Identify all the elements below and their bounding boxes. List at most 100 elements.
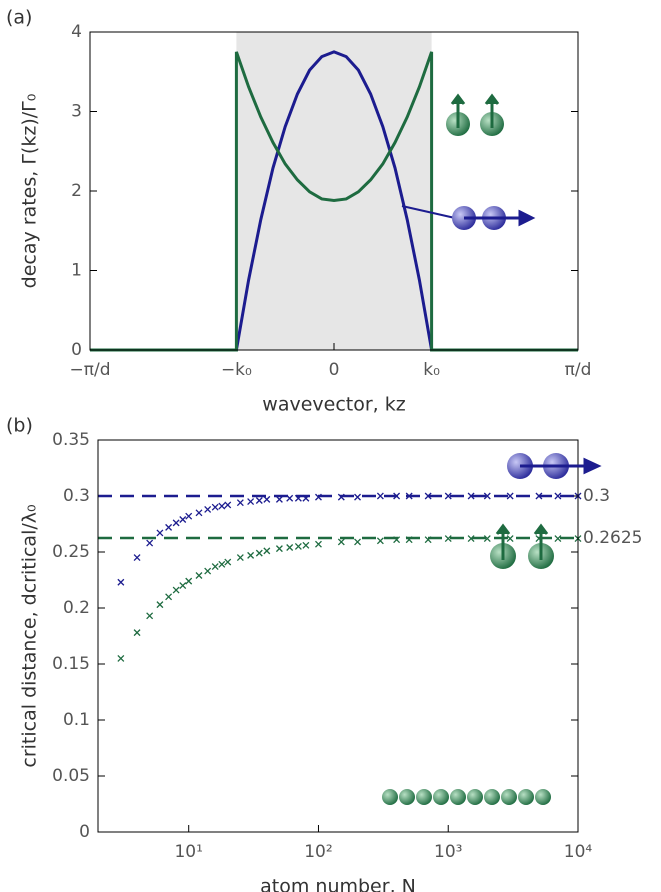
y-tick-label: 4: [71, 22, 82, 42]
marker: [247, 551, 255, 559]
marker: [224, 558, 232, 566]
plot-frame: [97, 439, 579, 833]
marker: [185, 512, 193, 520]
marker: [236, 499, 244, 507]
x-tick-label: 10¹: [174, 842, 202, 862]
y-tick-label: 0.25: [52, 542, 90, 562]
y-tick-label: 0.35: [52, 430, 90, 450]
marker: [294, 542, 302, 550]
marker: [275, 495, 283, 503]
marker: [247, 498, 255, 506]
marker: [263, 547, 271, 555]
marker: [376, 537, 384, 545]
marker: [337, 493, 345, 501]
marker: [354, 493, 361, 501]
marker: [179, 582, 187, 590]
marker: [146, 612, 154, 620]
marker: [275, 545, 283, 553]
y-tick-label: 1: [71, 261, 82, 281]
icons: [382, 93, 602, 805]
marker: [444, 492, 452, 500]
marker: [405, 536, 413, 544]
marker: [218, 560, 226, 568]
marker: [424, 492, 432, 500]
marker: [315, 540, 322, 548]
marker: [467, 492, 475, 500]
marker: [218, 502, 226, 510]
y-tick-label: 0.3: [63, 486, 90, 506]
atom-chain: [382, 789, 551, 805]
line: [90, 51, 578, 352]
x-tick-label: π/d: [565, 360, 592, 380]
marker: [117, 654, 125, 662]
blue-atoms-a: [401, 205, 536, 230]
marker: [315, 493, 322, 501]
marker: [224, 501, 232, 509]
marker: [393, 536, 401, 544]
marker: [179, 516, 187, 523]
x-tick-label: 10²: [304, 842, 332, 862]
marker: [133, 629, 141, 637]
marker: [302, 494, 310, 502]
reference-label: 0.3: [583, 486, 610, 506]
green-atoms-a: [446, 93, 504, 136]
blue-atoms-b: [507, 453, 602, 479]
marker: [535, 492, 543, 500]
y-tick-label: 0.2: [63, 598, 90, 618]
x-tick-label: k₀: [423, 360, 440, 380]
marker: [211, 503, 219, 511]
marker: [165, 523, 173, 531]
marker: [146, 539, 154, 547]
marker: [195, 509, 203, 517]
marker: [117, 578, 125, 586]
marker: [393, 492, 401, 500]
marker: [354, 538, 361, 546]
marker: [554, 535, 562, 543]
marker: [405, 492, 413, 500]
marker: [376, 492, 384, 500]
x-tick-label: −k₀: [221, 360, 252, 380]
marker: [302, 541, 310, 549]
marker: [236, 554, 244, 562]
marker: [506, 535, 514, 543]
y-tick-label: 3: [71, 102, 82, 122]
marker: [483, 535, 491, 543]
line: [90, 50, 578, 352]
marker: [185, 577, 193, 585]
y-tick-label: 0.1: [63, 710, 90, 730]
y-tick-label: 0.05: [52, 766, 90, 786]
plot-frame: [89, 31, 579, 351]
y-tick-label: 0.15: [52, 654, 90, 674]
marker: [263, 495, 271, 503]
marker: [204, 567, 212, 575]
x-axis-label: atom number, N: [260, 876, 416, 892]
reference-label: 0.2625: [583, 528, 642, 548]
marker: [424, 536, 432, 544]
y-axis-label: critical distance, dcritical/λ₀: [19, 504, 41, 767]
panel-label: (a): [6, 7, 32, 29]
marker: [133, 554, 141, 562]
panel-label: (b): [6, 415, 33, 437]
marker: [286, 544, 294, 551]
x-tick-label: −π/d: [70, 360, 111, 380]
marker: [211, 563, 219, 571]
marker: [156, 601, 164, 609]
y-tick-label: 0: [79, 822, 90, 842]
marker: [337, 538, 345, 546]
marker: [483, 492, 491, 500]
marker: [506, 492, 514, 500]
y-axis-label: decay rates, Γ(kz)/Γ₀: [19, 94, 41, 289]
y-tick-label: 2: [71, 181, 82, 201]
y-tick-label: 0: [71, 340, 82, 360]
green-atoms-b: [490, 523, 554, 569]
marker: [172, 586, 180, 594]
marker: [444, 535, 452, 543]
marker: [554, 492, 562, 500]
marker: [172, 519, 180, 527]
marker: [467, 535, 475, 543]
marker: [255, 497, 263, 504]
marker: [195, 572, 203, 579]
x-tick-label: 10³: [434, 842, 462, 862]
marker: [255, 549, 263, 557]
